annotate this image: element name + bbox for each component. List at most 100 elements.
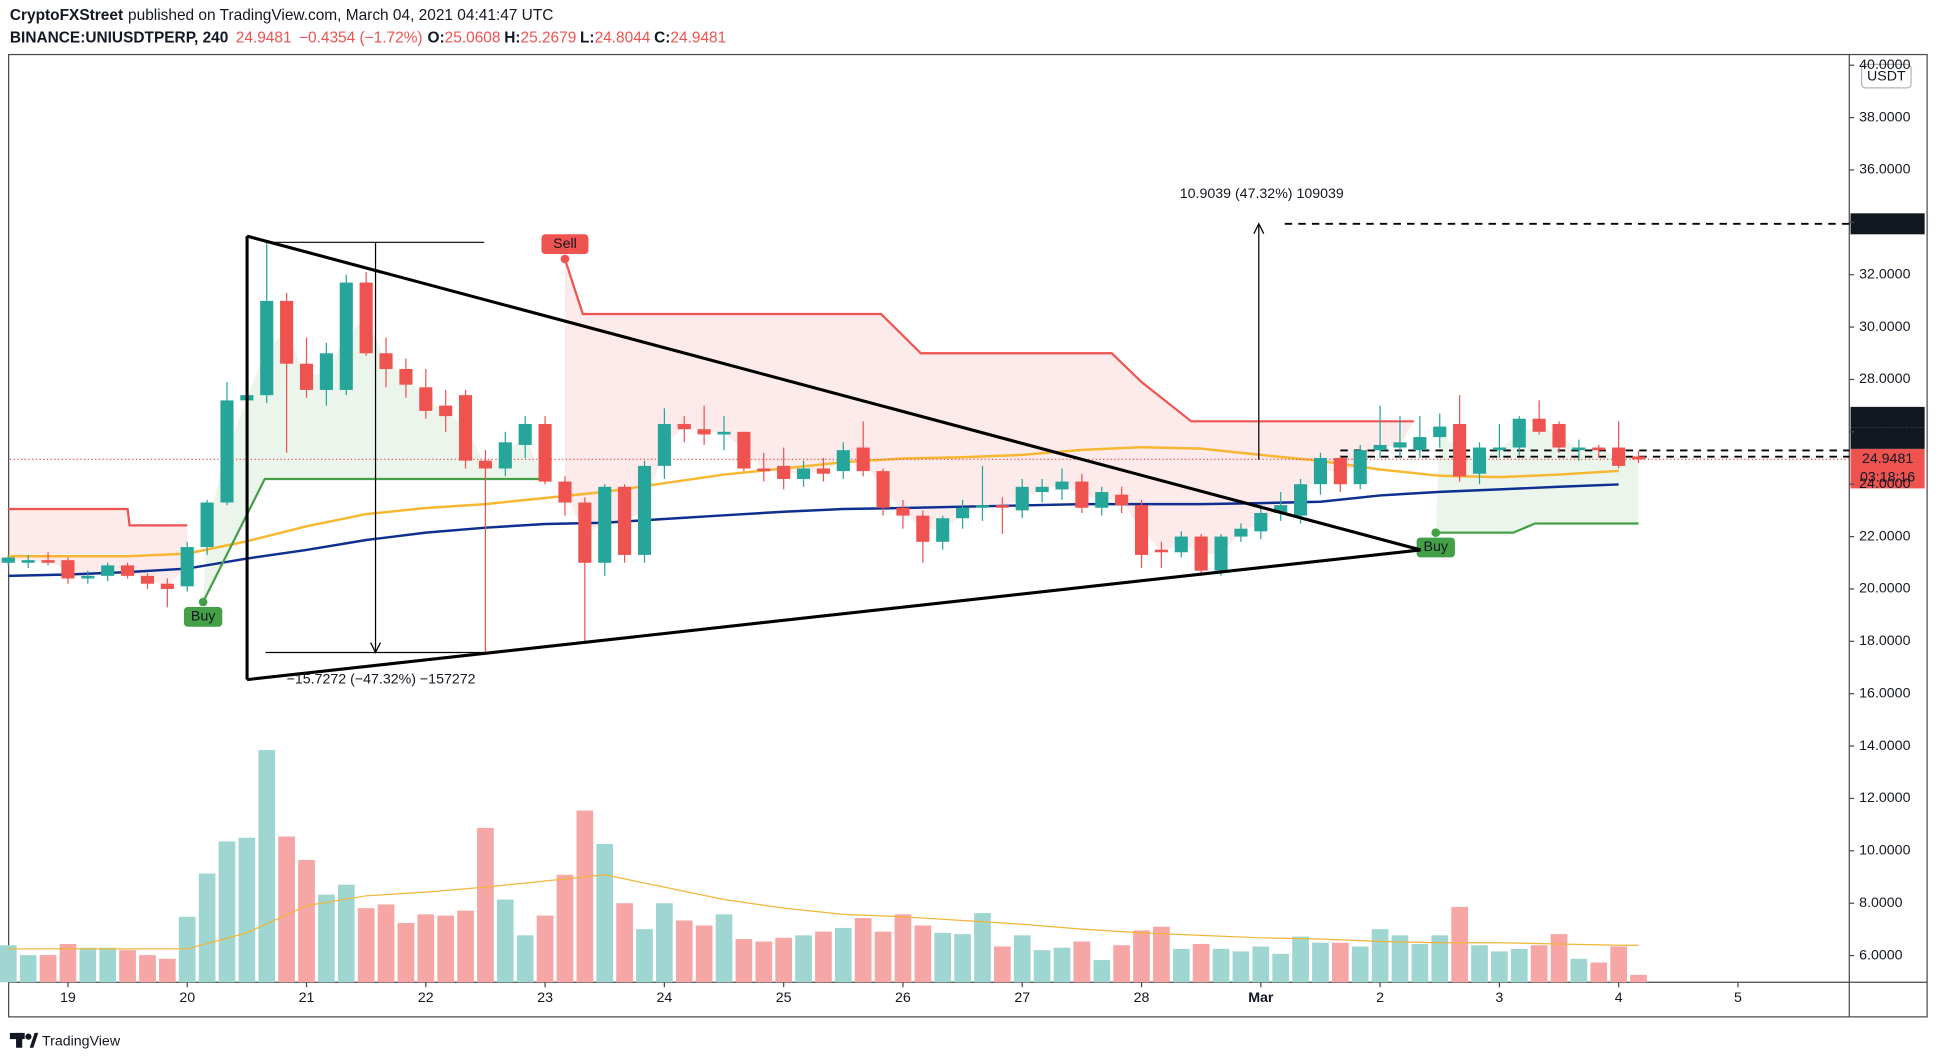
candle-body [757, 468, 771, 472]
candle-body [876, 471, 890, 508]
y-tick-label: 8.0000 [1859, 895, 1903, 911]
candle-body [260, 300, 274, 396]
signal-dot [198, 597, 208, 607]
price-badge [1850, 406, 1925, 428]
trendline [246, 548, 1421, 682]
x-tick-label: 19 [60, 990, 76, 1006]
y-tick-label: 34.0000 [1859, 214, 1910, 230]
volume-bar [238, 837, 256, 983]
candle-body [41, 560, 55, 563]
volume-bar [1431, 935, 1449, 983]
published: published on TradingView.com, March 04, … [128, 7, 553, 24]
x-tick-label: Mar [1248, 990, 1274, 1006]
y-tick-label: 28.0000 [1859, 371, 1910, 387]
price-badge-label: 33.9432 [1862, 216, 1913, 232]
candle-body [737, 431, 751, 469]
volume-bar [496, 899, 514, 983]
volume-bar [1570, 958, 1588, 983]
logo-part [25, 1033, 32, 1040]
candle-body [1333, 458, 1347, 485]
y-tick-label: 10.0000 [1859, 843, 1910, 859]
volume-bar [1192, 943, 1210, 983]
currency-badge [1861, 63, 1912, 89]
candle-body [1492, 447, 1506, 451]
volume-bar [1272, 953, 1290, 983]
candle-body [1373, 444, 1387, 451]
volume-bar [258, 750, 276, 983]
volume-bar [457, 910, 474, 983]
candle-body [1075, 481, 1089, 508]
volume-bar [1351, 946, 1369, 983]
supertrend-line [1435, 522, 1639, 534]
candle-body [1393, 442, 1407, 448]
candle-body [558, 481, 572, 503]
ohlc-value: 24.9481 [670, 30, 726, 47]
volume-bar [755, 941, 773, 983]
measure-label: 10.9039 (47.32%) 109039 [1180, 186, 1344, 202]
volume-bar [337, 884, 355, 983]
candle-body [1631, 456, 1646, 460]
candle-body [1294, 484, 1308, 516]
candle-body [1413, 437, 1427, 451]
volume-bar [516, 935, 534, 983]
volume-bar [377, 904, 395, 983]
currency: USDT [1867, 69, 1906, 85]
candle-body [1572, 447, 1586, 451]
chart-frame [8, 53, 1928, 1018]
volume-bar [357, 908, 375, 983]
volume-bar [894, 914, 912, 983]
x-tick-label: 24 [656, 990, 672, 1006]
volume-ma [8, 874, 1639, 950]
signal-badge [1416, 537, 1455, 558]
supertrend-line [202, 477, 544, 603]
candle-body [1472, 447, 1487, 474]
price-badge [1850, 427, 1925, 449]
candle-body [1035, 486, 1049, 493]
y-tick-label: 22.0000 [1859, 528, 1910, 544]
change: −0.4354 (−1.72%) [299, 30, 423, 47]
volume-bar [1212, 948, 1230, 983]
volume-bar [139, 955, 156, 983]
volume-bar [834, 927, 852, 983]
candle-body [1234, 528, 1248, 537]
signal-badge [541, 234, 589, 255]
measure-arrow [1253, 222, 1265, 234]
volume-bar [1590, 962, 1608, 983]
price-badge [1850, 448, 1925, 489]
signal-label: Buy [191, 609, 216, 625]
volume-bar [715, 914, 733, 983]
candle-body [956, 507, 970, 519]
volume-bar [278, 836, 295, 983]
candle-body [419, 387, 433, 411]
candle-body [1174, 536, 1188, 553]
logo-part [29, 1032, 39, 1048]
candle-body [518, 423, 532, 445]
y-tick-label: 26.0000 [1859, 424, 1910, 440]
candle-body [578, 502, 592, 563]
volume-bar [1451, 906, 1468, 983]
volume-bar [1153, 926, 1170, 983]
volume-bar [775, 937, 793, 983]
candle-body [1154, 549, 1168, 553]
volume-bar [874, 931, 892, 983]
price-badge-label: 25.0500 [1862, 430, 1913, 446]
candle-body [319, 353, 333, 390]
candle-body [21, 560, 35, 563]
candle-body [379, 353, 393, 369]
candle-body [1214, 536, 1228, 571]
volume-bar [1133, 930, 1150, 983]
volume-bar [1391, 935, 1409, 983]
candle-body [61, 560, 75, 579]
volume-bar [1550, 934, 1568, 983]
x-tick-label: 26 [895, 990, 911, 1006]
candle-body [677, 423, 691, 430]
ohlc-value: 25.0608 [445, 30, 501, 47]
volume-bar [1630, 974, 1647, 983]
candle-body [140, 575, 155, 584]
candle-body [796, 468, 811, 479]
candle-body [1612, 447, 1626, 466]
x-tick-label: 23 [537, 990, 553, 1006]
x-tick-label: 21 [299, 990, 315, 1006]
volume-bar [994, 946, 1011, 983]
y-tick-label: 24.0000 [1859, 476, 1910, 492]
